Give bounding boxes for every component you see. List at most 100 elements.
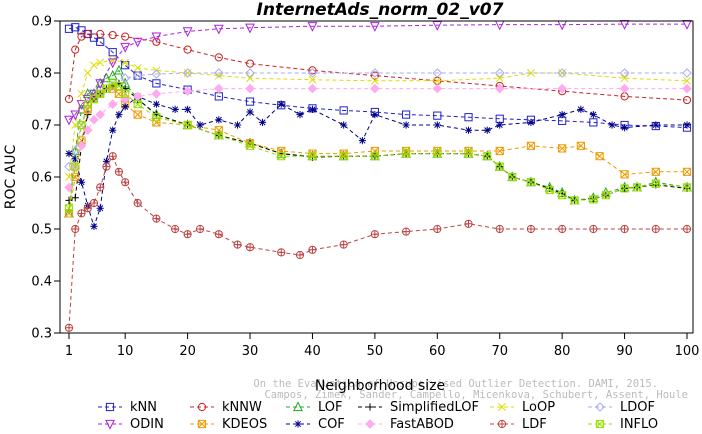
point-cof	[71, 155, 79, 163]
legend-item-cof: COF	[286, 417, 345, 432]
point-ldf	[64, 323, 74, 332]
point-loop	[683, 76, 691, 85]
point-fastabod	[182, 86, 193, 97]
point-inflo	[214, 131, 223, 140]
series-fastabod	[64, 83, 692, 193]
plot-area	[64, 20, 692, 332]
point-cof	[558, 111, 566, 119]
axes: 1 10 20 30 40 50 60 70 80 90 100 0.3 0.4 0.5 0.6 0.7 0.8…	[31, 15, 699, 360]
point-knn	[339, 106, 348, 115]
point-ldf	[133, 198, 142, 208]
point-inflo	[495, 162, 504, 171]
point-cof	[96, 204, 104, 212]
point-knnw	[682, 95, 692, 105]
point-ldf	[295, 250, 305, 260]
point-ldf	[526, 224, 536, 234]
legend-label-knn: kNN	[130, 400, 157, 415]
point-knn	[121, 61, 130, 70]
point-cof	[577, 105, 585, 113]
point-ldf	[558, 224, 567, 234]
point-inflo	[308, 152, 317, 161]
point-ldf	[339, 240, 348, 249]
point-fastabod	[307, 83, 318, 94]
point-ldf	[77, 209, 86, 218]
point-lof	[114, 64, 124, 75]
series-knnw	[64, 29, 692, 105]
point-ldf	[277, 248, 286, 257]
point-fastabod	[245, 83, 255, 94]
point-loop	[308, 75, 317, 84]
legend-item-simplifiedlof: SimplifiedLOF	[358, 400, 479, 415]
point-inflo	[570, 196, 579, 205]
point-ldf	[589, 224, 598, 234]
point-ldf	[401, 227, 411, 236]
point-odin	[369, 22, 380, 32]
point-ldof	[494, 68, 505, 78]
point-knn	[64, 24, 74, 33]
point-cof	[152, 100, 160, 108]
point-ldf	[121, 178, 130, 187]
point-inflo	[526, 178, 536, 187]
point-odin	[182, 27, 193, 38]
point-knn	[433, 111, 442, 120]
point-knn	[152, 79, 161, 88]
legend-label-knnw: kNNW	[222, 400, 262, 415]
point-knn	[108, 48, 117, 57]
point-loop	[495, 74, 504, 83]
point-fastabod	[682, 83, 692, 94]
point-knnw	[245, 59, 255, 68]
point-ldf	[171, 224, 180, 234]
point-cof	[246, 108, 254, 116]
x-tick-label: 70	[491, 344, 508, 359]
citation-watermark: Campos, Zimek, Sander, Campello, Micenko…	[253, 378, 688, 401]
point-ldf	[651, 224, 660, 234]
point-inflo	[183, 120, 192, 130]
point-ldf	[433, 224, 442, 234]
series-line-inflo	[68, 82, 688, 209]
point-loop	[526, 69, 535, 77]
point-cof	[258, 118, 267, 126]
point-cof	[90, 222, 98, 230]
point-cof	[589, 111, 597, 119]
point-inflo	[401, 149, 411, 158]
point-loop	[133, 63, 142, 72]
point-inflo	[277, 152, 286, 161]
point-inflo	[370, 152, 379, 161]
point-kdeos	[133, 110, 142, 119]
point-inflo	[651, 179, 660, 188]
y-tick-label: 0.4	[31, 275, 52, 290]
point-ldf	[195, 224, 205, 234]
x-axis-label: Neighborhood size	[315, 378, 445, 394]
point-ldof	[432, 68, 443, 78]
point-loop	[246, 74, 254, 83]
x-tick-label: 1	[65, 344, 73, 359]
point-cof	[371, 111, 379, 119]
point-odin	[89, 89, 99, 100]
point-cof	[358, 137, 366, 145]
legend-label-loop: LoOP	[522, 400, 555, 415]
legend-marker-cof	[294, 420, 302, 428]
point-cof	[215, 116, 223, 124]
point-odin	[95, 79, 106, 90]
point-cof	[433, 121, 441, 129]
point-simplifiedlof	[71, 194, 79, 202]
point-ldof	[307, 68, 318, 78]
legend-marker-kdeos	[197, 419, 207, 429]
legend-label-cof: COF	[318, 417, 345, 432]
legend-item-inflo: INFLO	[588, 417, 658, 432]
point-ldf	[308, 245, 317, 254]
point-knnw	[96, 29, 105, 39]
point-fastabod	[95, 109, 106, 120]
point-inflo	[114, 81, 124, 91]
point-odin	[64, 115, 74, 126]
series-line-lof	[68, 69, 688, 214]
point-odin	[107, 58, 118, 69]
point-ldf	[682, 224, 692, 234]
legend-marker-knnw	[197, 402, 207, 412]
legend-marker-ldof	[595, 402, 605, 412]
point-cof	[102, 157, 111, 165]
legend: kNN kNNW LOF SimplifiedLOF LoOP LDOF ODIN KDEOS…	[98, 400, 658, 432]
point-cof	[483, 126, 491, 134]
point-knnw	[308, 66, 317, 75]
point-ldf	[370, 230, 379, 239]
